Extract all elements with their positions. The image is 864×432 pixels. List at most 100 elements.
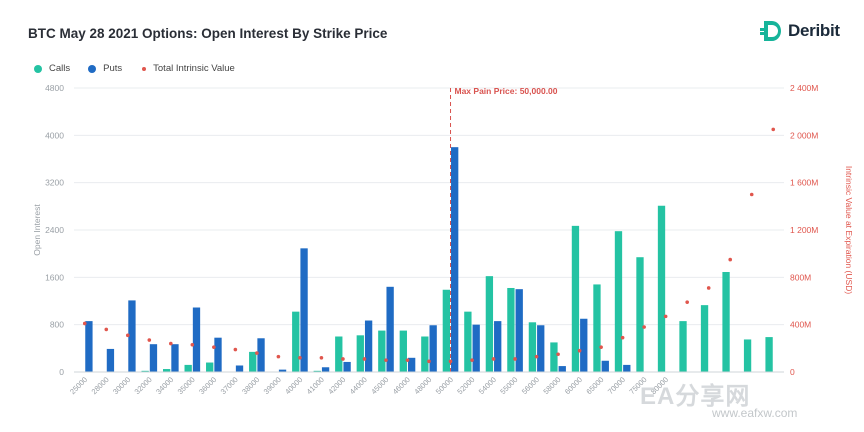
y2-tick-label: 2 400M bbox=[790, 83, 818, 93]
legend-item-puts[interactable]: Puts bbox=[88, 63, 122, 74]
deribit-logo-icon bbox=[760, 21, 781, 41]
x-tick-label: 38000 bbox=[240, 375, 261, 396]
puts-bar bbox=[472, 324, 480, 372]
puts-bar bbox=[235, 365, 244, 372]
intrinsic-value-point bbox=[319, 356, 324, 360]
y2-tick-label: 800M bbox=[790, 272, 811, 282]
puts-bar bbox=[601, 360, 609, 372]
puts-bar bbox=[429, 325, 437, 372]
calls-swatch-icon bbox=[34, 64, 42, 73]
y-tick-label: 3200 bbox=[45, 178, 64, 188]
calls-bar bbox=[528, 322, 537, 372]
calls-bar bbox=[700, 305, 709, 372]
calls-bar bbox=[571, 225, 580, 372]
intrinsic-value-point bbox=[427, 359, 431, 364]
x-tick-label: 52000 bbox=[455, 375, 476, 396]
puts-bar bbox=[257, 338, 265, 372]
calls-bar bbox=[464, 311, 472, 372]
x-tick-label: 44000 bbox=[348, 375, 369, 396]
intrinsic-value-point bbox=[513, 357, 517, 361]
intrinsic-value-point bbox=[212, 345, 216, 349]
puts-bar bbox=[515, 289, 523, 372]
calls-bar bbox=[485, 276, 494, 372]
intrinsic-value-point bbox=[82, 321, 87, 326]
x-tick-label: 58000 bbox=[541, 375, 562, 396]
y-tick-label: 4800 bbox=[45, 83, 64, 93]
intrinsic-value-point bbox=[663, 314, 668, 319]
x-tick-label: 65000 bbox=[584, 375, 605, 396]
x-tick-label: 40000 bbox=[283, 375, 304, 396]
puts-bar bbox=[300, 248, 308, 372]
intrinsic-value-point bbox=[620, 335, 625, 340]
x-tick-label: 45000 bbox=[369, 375, 390, 396]
calls-bar bbox=[614, 231, 623, 372]
intrinsic-value-point bbox=[190, 342, 195, 347]
calls-bar bbox=[206, 362, 214, 372]
x-tick-label: 28000 bbox=[90, 375, 111, 396]
intrinsic-value-point bbox=[771, 127, 776, 132]
intrinsic-value-point bbox=[491, 357, 496, 361]
calls-bar bbox=[356, 335, 364, 372]
intrinsic-value-point bbox=[298, 356, 302, 360]
puts-bar bbox=[278, 369, 287, 372]
calls-bar bbox=[335, 336, 343, 372]
puts-bar bbox=[214, 337, 222, 372]
calls-bar bbox=[141, 370, 149, 372]
x-tick-label: 35000 bbox=[176, 375, 197, 396]
legend-item-calls[interactable]: Calls bbox=[34, 63, 70, 74]
y2-tick-label: 0 bbox=[790, 367, 795, 377]
puts-bar bbox=[321, 367, 330, 372]
x-tick-label: 41000 bbox=[305, 375, 326, 396]
x-tick-label: 50000 bbox=[434, 375, 455, 396]
x-tick-label: 32000 bbox=[133, 375, 154, 396]
x-tick-label: 48000 bbox=[412, 375, 433, 396]
y2-axis-label: Intrinsic Value at Expiration (USD) bbox=[844, 166, 854, 295]
calls-bar bbox=[657, 205, 666, 372]
intrinsic-value-point bbox=[642, 325, 646, 329]
legend-label-puts: Puts bbox=[103, 63, 123, 74]
puts-bar bbox=[106, 348, 115, 372]
x-tick-label: 34000 bbox=[154, 375, 175, 396]
intrinsic-value-point bbox=[470, 358, 474, 362]
calls-bar bbox=[249, 351, 257, 372]
y-tick-label: 800 bbox=[50, 320, 64, 330]
intrinsic-value-point bbox=[556, 352, 560, 357]
chart-title: BTC May 28 2021 Options: Open Interest B… bbox=[28, 26, 388, 41]
chart-legend: Calls Puts Total Intrinsic Value bbox=[34, 63, 253, 74]
x-tick-label: 56000 bbox=[520, 375, 541, 396]
puts-bar bbox=[171, 344, 179, 372]
x-tick-label: 70000 bbox=[606, 375, 627, 396]
calls-bar bbox=[507, 287, 515, 372]
max-pain-annotation: Max Pain Price: 50,000.00 bbox=[455, 86, 558, 96]
calls-bar bbox=[378, 330, 386, 372]
intrinsic-value-point bbox=[255, 351, 259, 355]
y-axis-label: Open Interest bbox=[32, 204, 42, 256]
calls-bar bbox=[593, 284, 601, 372]
x-tick-label: 42000 bbox=[326, 375, 347, 396]
intrinsic-value-point bbox=[362, 357, 367, 361]
intrinsic-swatch-icon bbox=[142, 66, 147, 71]
legend-item-intrinsic[interactable]: Total Intrinsic Value bbox=[140, 63, 235, 74]
x-tick-label: 60000 bbox=[563, 375, 584, 396]
puts-bar bbox=[537, 325, 545, 372]
puts-bar bbox=[623, 364, 631, 372]
site-watermark: EA分享网 bbox=[640, 383, 751, 410]
calls-bar bbox=[743, 339, 752, 372]
intrinsic-value-point bbox=[384, 358, 388, 362]
intrinsic-value-point bbox=[276, 354, 281, 359]
intrinsic-value-point bbox=[448, 359, 453, 364]
puts-bar bbox=[192, 307, 201, 372]
intrinsic-value-point bbox=[405, 358, 410, 362]
puts-bar bbox=[364, 320, 373, 372]
x-tick-label: 36000 bbox=[197, 375, 218, 396]
puts-bar bbox=[149, 344, 158, 372]
x-tick-label: 25000 bbox=[68, 375, 89, 396]
puts-bar bbox=[558, 366, 566, 372]
legend-label-calls: Calls bbox=[49, 63, 71, 74]
intrinsic-value-point bbox=[706, 286, 711, 290]
puts-bar bbox=[85, 321, 93, 372]
calls-bar bbox=[636, 257, 644, 372]
calls-bar bbox=[313, 370, 321, 372]
intrinsic-value-point bbox=[341, 357, 345, 361]
